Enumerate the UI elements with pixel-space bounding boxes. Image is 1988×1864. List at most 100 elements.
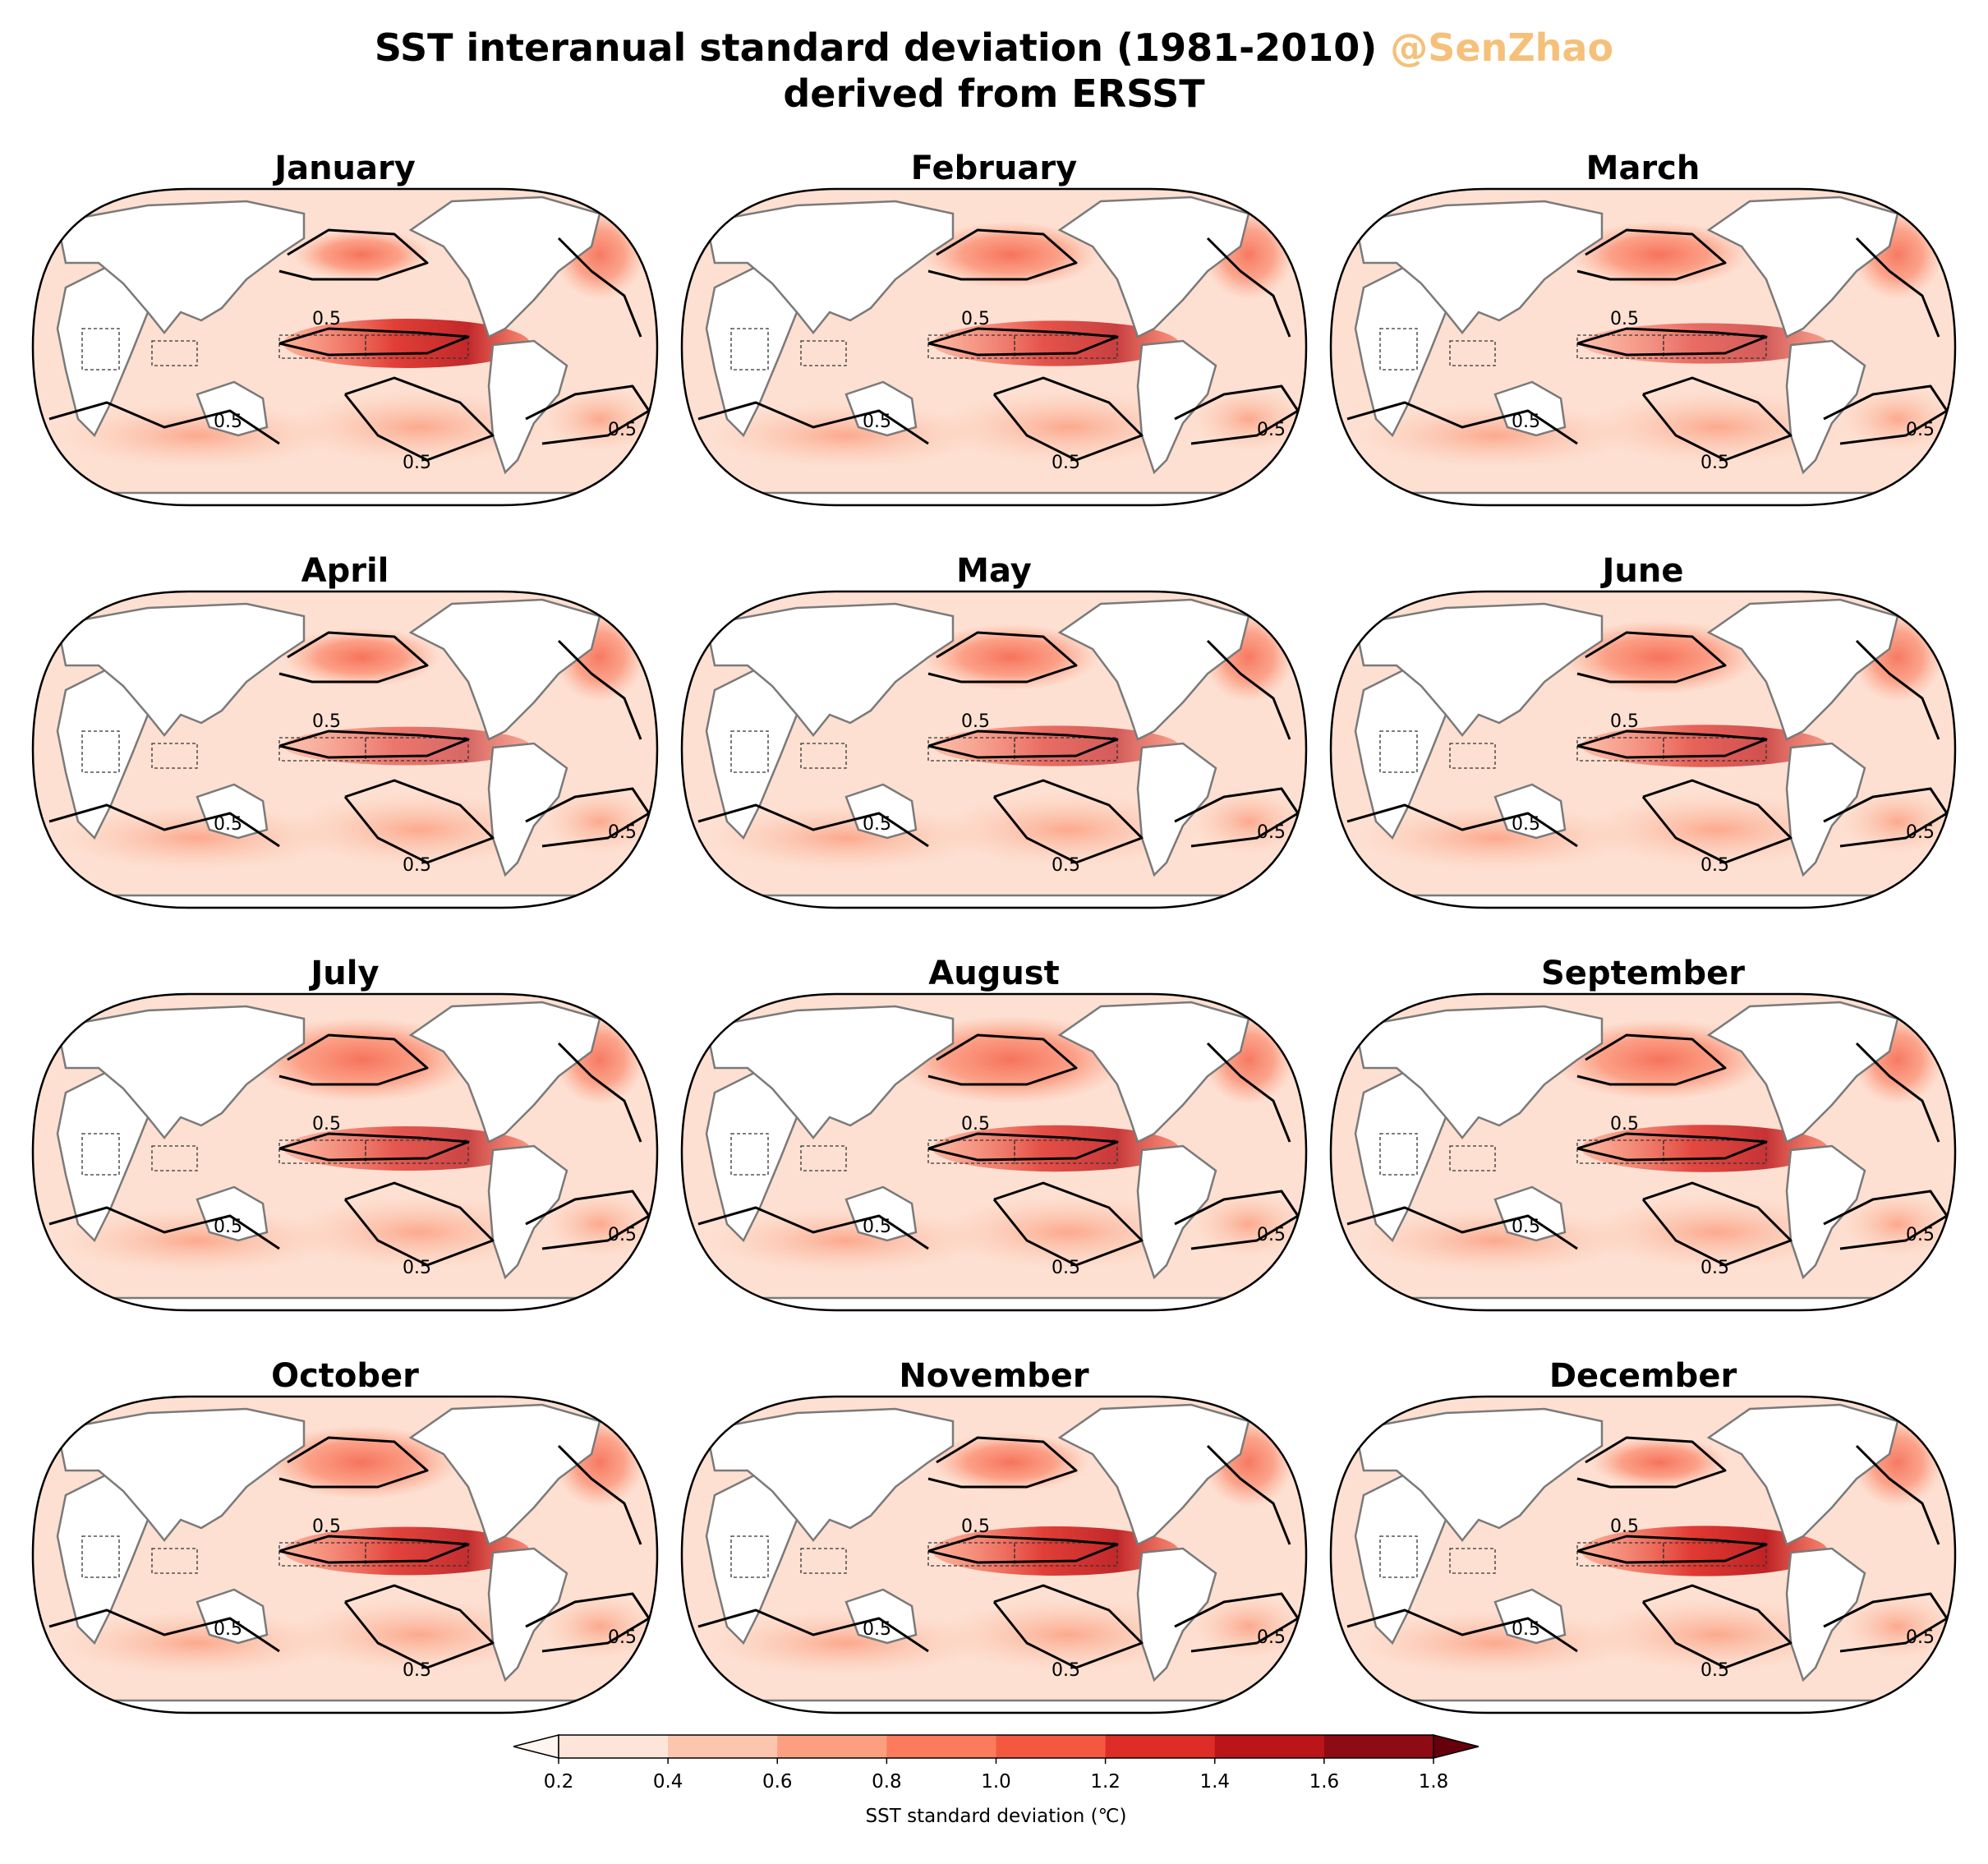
map-frame bbox=[31, 590, 659, 909]
contour-line bbox=[1576, 1033, 1727, 1086]
contour-line bbox=[992, 376, 1144, 462]
contour-line bbox=[1346, 803, 1578, 848]
contour-line bbox=[927, 1033, 1078, 1086]
contour-line bbox=[343, 376, 495, 462]
month-panel: October 0.5 0.5 0.5 0.5 bbox=[31, 1357, 659, 1714]
month-panel: July 0.5 0.5 0.5 0.5 bbox=[31, 955, 659, 1312]
map-frame bbox=[1329, 1395, 1957, 1714]
panel-title: December bbox=[1549, 1357, 1737, 1395]
contour-line bbox=[557, 1042, 642, 1143]
nino-box bbox=[730, 328, 769, 370]
contour-label: 0.5 bbox=[1700, 1660, 1729, 1681]
panel-title: November bbox=[899, 1357, 1089, 1395]
contour-line bbox=[1855, 1444, 1940, 1545]
contour-label: 0.5 bbox=[1512, 412, 1540, 432]
contour-label: 0.5 bbox=[1610, 1517, 1639, 1537]
nino-box bbox=[81, 1133, 120, 1176]
contour-line bbox=[278, 228, 429, 281]
contour-label: 0.5 bbox=[863, 1619, 891, 1640]
map-field: 0.5 0.5 0.5 0.5 bbox=[1331, 189, 1955, 505]
contour-label: 0.5 bbox=[1257, 822, 1286, 843]
nino-box bbox=[1576, 1542, 1664, 1567]
contour-label: 0.5 bbox=[863, 412, 891, 432]
contour-line bbox=[927, 729, 1119, 759]
contour-line bbox=[1206, 1042, 1291, 1143]
nino-box bbox=[278, 737, 366, 762]
map-frame bbox=[680, 992, 1308, 1312]
nino-box bbox=[730, 1535, 769, 1578]
month-panels: January0.50.50.50.5February0.50.50.50.5M… bbox=[31, 150, 1957, 1714]
map-frame bbox=[31, 992, 659, 1312]
nino-box bbox=[800, 743, 847, 769]
colorbar-segment bbox=[668, 1735, 778, 1758]
contour-line bbox=[1641, 1584, 1792, 1669]
contour-line bbox=[343, 1584, 495, 1669]
contour-line bbox=[1641, 376, 1792, 462]
contour-line bbox=[1576, 729, 1768, 759]
map-field: 0.5 0.5 0.5 0.5 bbox=[682, 1397, 1306, 1713]
contour-line bbox=[927, 1436, 1078, 1489]
month-panel: May 0.5 0.5 0.5 0.5 bbox=[680, 552, 1308, 909]
nino-box bbox=[151, 743, 198, 769]
map-field: 0.5 0.5 0.5 0.5 bbox=[33, 591, 657, 908]
contour-label: 0.5 bbox=[608, 420, 637, 440]
month-panel: March 0.5 0.5 0.5 0.5 bbox=[1329, 150, 1957, 507]
contour-line bbox=[1174, 1592, 1300, 1653]
month-panel: April 0.5 0.5 0.5 0.5 bbox=[31, 552, 659, 909]
contour-line bbox=[557, 1444, 642, 1545]
contour-line bbox=[343, 1181, 495, 1267]
contour-label: 0.5 bbox=[1257, 1225, 1286, 1245]
contour-line bbox=[48, 803, 280, 848]
colorbar-segment bbox=[559, 1735, 669, 1758]
contour-label: 0.5 bbox=[1052, 1258, 1080, 1278]
nino-box bbox=[927, 334, 1015, 359]
contour-line bbox=[1641, 779, 1792, 864]
nino-box bbox=[1449, 1145, 1496, 1171]
title-line1: SST interanual standard deviation (1981-… bbox=[374, 25, 1378, 70]
colorbar-tick-label: 0.2 bbox=[544, 1771, 574, 1793]
contour-line bbox=[1206, 237, 1291, 338]
colorbar-tick-label: 1.8 bbox=[1419, 1771, 1449, 1793]
contour-line bbox=[48, 1609, 280, 1653]
month-panel: September 0.5 0.5 0.5 0.5 bbox=[1329, 955, 1957, 1312]
contour-label: 0.5 bbox=[214, 1217, 242, 1237]
contour-label: 0.5 bbox=[312, 309, 341, 329]
contour-line bbox=[557, 237, 642, 338]
nino-box bbox=[1576, 334, 1664, 359]
panel-title: May bbox=[956, 552, 1032, 590]
colorbar-tick-label: 1.0 bbox=[981, 1771, 1011, 1793]
nino-box bbox=[278, 1542, 366, 1567]
contour-line bbox=[992, 1584, 1144, 1669]
colorbar-label: SST standard deviation (℃) bbox=[866, 1806, 1127, 1827]
contour-line bbox=[927, 631, 1078, 683]
contour-label: 0.5 bbox=[863, 814, 891, 835]
nino-box bbox=[800, 340, 847, 366]
contour-label: 0.5 bbox=[214, 814, 242, 835]
map-field: 0.5 0.5 0.5 0.5 bbox=[682, 591, 1306, 908]
contour-line bbox=[1346, 1206, 1578, 1250]
nino-box bbox=[151, 1145, 198, 1171]
contour-line bbox=[1576, 1535, 1768, 1564]
contour-line bbox=[1576, 327, 1768, 357]
contour-label: 0.5 bbox=[863, 1217, 891, 1237]
contour-line bbox=[1855, 639, 1940, 740]
contour-label: 0.5 bbox=[1052, 855, 1080, 876]
contour-label: 0.5 bbox=[1052, 1660, 1080, 1681]
map-field: 0.5 0.5 0.5 0.5 bbox=[33, 189, 657, 505]
colorbar-tick-label: 1.4 bbox=[1199, 1771, 1230, 1793]
contour-line bbox=[343, 779, 495, 864]
contour-line bbox=[525, 384, 651, 445]
map-frame bbox=[31, 187, 659, 507]
contour-line bbox=[697, 803, 929, 848]
colorbar-segment bbox=[886, 1735, 996, 1758]
month-panel: June 0.5 0.5 0.5 0.5 bbox=[1329, 552, 1957, 909]
colorbar-tick-label: 0.8 bbox=[872, 1771, 902, 1793]
contour-label: 0.5 bbox=[961, 309, 990, 329]
contour-label: 0.5 bbox=[312, 1114, 341, 1135]
contour-line bbox=[1174, 384, 1300, 445]
month-panel: December 0.5 0.5 0.5 0.5 bbox=[1329, 1357, 1957, 1714]
contour-line bbox=[525, 1190, 651, 1250]
panel-title: October bbox=[271, 1357, 419, 1395]
contour-label: 0.5 bbox=[214, 1619, 242, 1640]
map-frame bbox=[1329, 992, 1957, 1312]
